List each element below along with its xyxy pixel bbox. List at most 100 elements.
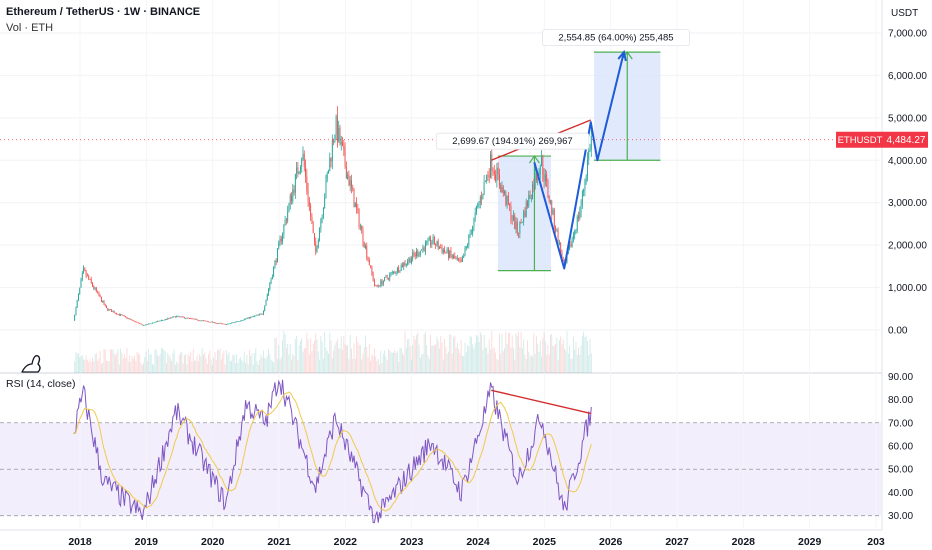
volume-bar: [205, 358, 207, 373]
volume-bar: [518, 331, 520, 373]
volume-bar: [322, 358, 324, 373]
volume-bar: [465, 352, 467, 373]
candle-body: [254, 315, 255, 317]
volume-bar: [173, 349, 175, 373]
volume-bar: [211, 364, 213, 373]
volume-bar: [538, 351, 540, 373]
candle-body: [136, 322, 138, 324]
volume-bar: [264, 357, 266, 373]
volume-bar: [391, 352, 393, 373]
candle-body: [150, 323, 152, 325]
volume-bar: [139, 354, 141, 373]
volume-bar: [90, 362, 92, 373]
candle-body: [445, 251, 447, 253]
volume-bar: [532, 356, 534, 373]
candle-body: [308, 201, 310, 206]
candle-body: [362, 229, 364, 243]
volume-bar: [477, 336, 479, 373]
candle-body: [343, 146, 345, 150]
candle-body: [214, 322, 216, 324]
candle-body: [558, 242, 560, 245]
volume-bar: [370, 360, 372, 373]
candle-body: [262, 310, 264, 315]
volume-bar: [539, 340, 541, 373]
candle-body: [421, 249, 423, 251]
candle-body: [464, 248, 466, 256]
candle-body: [416, 251, 417, 257]
candle-body: [533, 184, 535, 189]
volume-bar: [95, 353, 97, 373]
volume-bar: [310, 338, 312, 373]
price-tick-label: 3,000.00: [888, 198, 927, 209]
candle-body: [232, 322, 234, 324]
candle-body: [219, 323, 221, 324]
volume-bar: [490, 349, 491, 373]
candle-body: [76, 300, 78, 308]
candle-body: [74, 315, 76, 321]
volume-bar: [398, 361, 400, 373]
volume-bar: [259, 359, 261, 373]
candle-body: [510, 206, 512, 220]
volume-bar: [157, 355, 159, 373]
volume-bar: [513, 347, 514, 373]
volume-bar: [130, 361, 132, 373]
volume-bar: [375, 356, 377, 373]
volume-bar: [271, 360, 273, 373]
currency-label: USDT: [891, 8, 918, 19]
candle-body: [84, 268, 86, 271]
rsi-band-fill: [0, 422, 881, 516]
volume-bar: [307, 339, 309, 373]
volume-bar: [377, 359, 379, 373]
volume-bar: [160, 348, 162, 373]
candle-body: [153, 322, 155, 324]
volume-bar: [321, 341, 323, 373]
candle-body: [487, 174, 489, 176]
volume-bar: [251, 353, 253, 373]
year-tick-label: 2029: [798, 536, 822, 548]
volume-bar: [153, 365, 155, 373]
candle-body: [90, 279, 92, 283]
volume-bar: [363, 347, 365, 373]
candle-body: [131, 319, 133, 321]
year-tick-label: 2021: [267, 536, 291, 548]
volume-bar: [542, 338, 544, 373]
rsi-tick-label: 50.00: [888, 465, 913, 476]
volume-bar: [214, 352, 216, 373]
volume-bar: [474, 342, 476, 373]
volume-bar: [502, 351, 504, 373]
candle-body: [342, 141, 343, 147]
volume-bar: [556, 337, 558, 373]
candle-body: [497, 167, 499, 175]
volume-bar: [149, 354, 151, 373]
volume-bar: [523, 339, 525, 373]
axes-layer: USDT 7,000.00 6,000.00 5,000.00 4,000.00 3,00…: [21, 8, 928, 548]
candle-body: [224, 323, 226, 325]
candle-body: [583, 189, 585, 192]
volume-bar: [248, 349, 250, 373]
candle-body: [428, 237, 430, 239]
candle-body: [285, 219, 287, 221]
volume-bar: [394, 350, 396, 373]
volume-bar: [75, 352, 77, 373]
volume-bar: [389, 350, 391, 373]
volume-bar: [342, 349, 343, 373]
volume-bar: [210, 359, 212, 373]
symbol-tag-label: ETHUSDT: [838, 135, 883, 146]
volume-bar: [365, 335, 366, 373]
volume-bar: [588, 354, 590, 373]
volume-bar: [552, 346, 554, 373]
volume-bar: [298, 344, 300, 373]
volume-bar: [99, 350, 101, 373]
volume-bar: [553, 345, 555, 373]
candle-body: [356, 203, 358, 209]
volume-bar: [478, 341, 480, 373]
candlesticks: [74, 106, 592, 326]
candle-body: [334, 134, 336, 142]
candle-body: [85, 270, 87, 276]
price-tick-label: 4,000.00: [888, 156, 927, 167]
volume-bar: [268, 348, 269, 373]
volume-bar: [320, 336, 322, 373]
candle-body: [354, 203, 356, 208]
volume-bar: [456, 342, 458, 373]
volume-bar: [390, 352, 392, 373]
